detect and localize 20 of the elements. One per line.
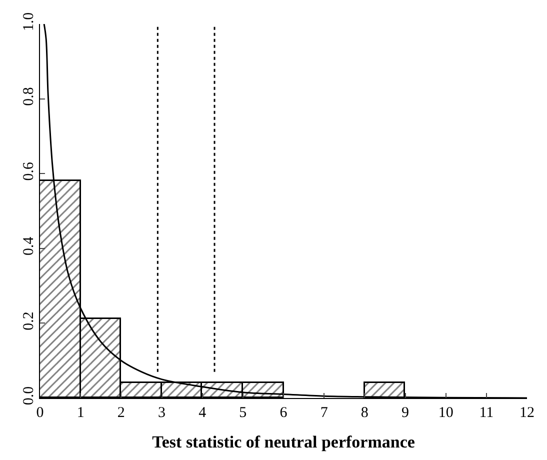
x-tick-label: 12 [520,405,534,421]
x-tick-label: 1 [76,405,84,421]
x-tick-label: 9 [402,405,409,421]
x-tick-label: 4 [198,405,207,421]
x-tick-label: 7 [320,405,328,421]
x-tick-label: 2 [117,405,125,421]
x-tick-label: 6 [280,405,288,421]
y-tick-label: 0.8 [21,87,37,106]
y-tick-label: 0.4 [21,236,37,256]
x-tick-label: 10 [438,405,454,421]
y-tick-label: 1.0 [21,12,37,32]
x-tick-label: 8 [360,405,368,421]
x-tick-label: 11 [479,405,494,421]
y-tick-label: 0.2 [21,312,37,330]
y-tick-label: 0.0 [21,386,37,406]
x-axis-title: Test statistic of neutral performance [152,432,416,452]
y-tick-label: 0.6 [21,161,37,181]
x-tick-label: 3 [158,405,166,421]
x-tick-label: 5 [239,405,247,421]
x-tick-label: 0 [36,405,44,421]
